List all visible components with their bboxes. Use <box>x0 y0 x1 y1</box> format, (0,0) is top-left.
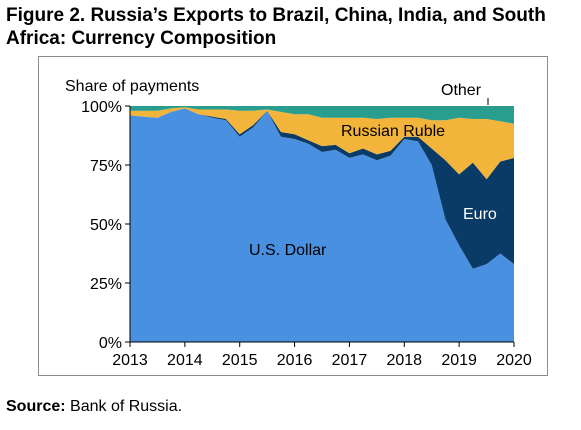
source-note: Source: Bank of Russia. <box>6 398 182 416</box>
chart-frame: 0% 25% 50% 75% 100% 2013 2014 2015 2016 2017 2018 2… <box>38 56 548 376</box>
area-layers <box>130 106 514 343</box>
source-label: Source: <box>6 398 66 415</box>
y-axis-label: Share of payments <box>65 78 199 95</box>
y-tick-label: 50% <box>90 217 122 234</box>
stacked-area-chart: 0% 25% 50% 75% 100% 2013 2014 2015 2016 2017 2018 2… <box>65 78 532 369</box>
series-label-usd: U.S. Dollar <box>249 242 327 259</box>
x-tick-label: 2020 <box>496 352 532 369</box>
y-tick-label: 0% <box>99 335 122 352</box>
area-other <box>130 106 514 124</box>
series-label-ruble: Russian Ruble <box>341 123 445 140</box>
figure-title: Figure 2. Russia’s Exports to Brazil, Ch… <box>6 5 546 49</box>
x-tick-label: 2017 <box>332 352 368 369</box>
x-tick-label: 2015 <box>222 352 258 369</box>
x-tick-label: 2014 <box>167 352 203 369</box>
area-ruble <box>130 107 514 180</box>
y-tick-label: 75% <box>90 158 122 175</box>
area-euro <box>130 108 514 269</box>
axes: 0% 25% 50% 75% 100% 2013 2014 2015 2016 2017 2018 2… <box>81 99 532 369</box>
area-usd <box>130 108 514 343</box>
y-tick-label: 100% <box>81 99 122 116</box>
series-label-other: Other <box>441 82 482 99</box>
x-tick-label: 2016 <box>277 352 313 369</box>
x-tick-label: 2013 <box>112 352 148 369</box>
y-tick-label: 25% <box>90 276 122 293</box>
x-tick-label: 2018 <box>386 352 422 369</box>
source-text: Bank of Russia. <box>65 398 183 415</box>
series-label-euro: Euro <box>463 206 497 223</box>
x-tick-label: 2019 <box>441 352 477 369</box>
